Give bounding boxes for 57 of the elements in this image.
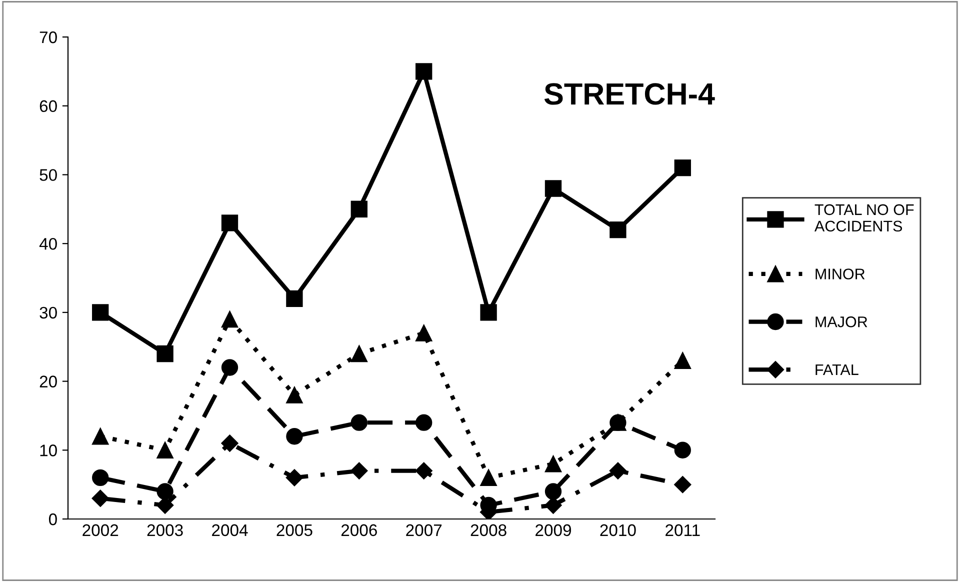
point — [609, 462, 626, 480]
point — [92, 428, 109, 445]
point — [221, 359, 238, 376]
x-tick-label: 2002 — [82, 524, 118, 536]
point — [416, 324, 432, 342]
point — [415, 462, 432, 480]
y-tick-label: 0 — [48, 513, 57, 526]
point — [674, 159, 691, 176]
x-tick-label: 2003 — [147, 524, 183, 536]
y-tick-label: 70 — [40, 31, 57, 44]
point — [544, 180, 562, 197]
point — [416, 414, 432, 431]
y-tick-label: 30 — [40, 306, 57, 319]
point — [286, 428, 303, 445]
x-tick-label: 2010 — [600, 524, 636, 536]
x-tick-label: 2009 — [536, 524, 571, 536]
x-tick-label: 2008 — [470, 524, 506, 536]
point — [480, 469, 497, 486]
point — [286, 469, 303, 486]
point — [92, 469, 109, 486]
point — [544, 483, 562, 500]
point — [674, 352, 691, 369]
legend-label: MINOR — [816, 268, 865, 280]
point — [674, 442, 691, 458]
point — [544, 456, 562, 472]
point — [416, 63, 432, 80]
point — [350, 462, 368, 480]
x-tick-label: 2005 — [276, 524, 312, 536]
y-tick-label: 20 — [40, 376, 57, 388]
legend-label: MAJOR — [816, 316, 868, 328]
point — [156, 345, 174, 362]
point — [286, 290, 303, 307]
point — [221, 214, 238, 232]
x-tick-label: 2006 — [341, 524, 377, 536]
point — [674, 476, 692, 494]
y-tick-label: 40 — [39, 238, 57, 250]
text: STRETCH-4 — [544, 83, 715, 105]
x-tick-label: 2007 — [406, 524, 442, 536]
point — [221, 434, 238, 452]
legend-label: TOTAL NO OF ACCIDENTS — [814, 204, 914, 232]
point — [156, 442, 174, 458]
point — [156, 483, 174, 500]
point — [350, 414, 368, 431]
y-tick-label: 50 — [40, 169, 57, 181]
x-tick-label: 2011 — [666, 524, 700, 536]
y-tick-label: 10 — [40, 444, 57, 456]
point — [350, 345, 368, 362]
point — [92, 304, 109, 321]
point — [286, 386, 303, 404]
x-tick-label: 2004 — [212, 524, 248, 536]
y-tick-label: 60 — [40, 100, 57, 112]
point — [221, 310, 238, 328]
point — [350, 200, 368, 218]
point — [610, 221, 626, 238]
legend-label: FATAL — [816, 364, 858, 375]
point — [480, 304, 497, 321]
point — [92, 490, 109, 507]
